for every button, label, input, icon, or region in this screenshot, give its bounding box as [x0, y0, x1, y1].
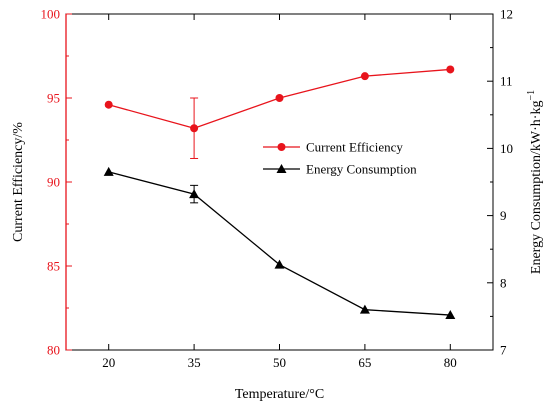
- right-axis: 7 8 9 10 11 12: [487, 7, 513, 358]
- plot-frame: [65, 13, 494, 351]
- right-y-tick-label: 7: [500, 343, 507, 358]
- right-y-axis-title-main: Energy Consumption/kW·h·kg: [529, 101, 544, 275]
- data-point: [104, 100, 113, 109]
- data-point: [190, 124, 199, 133]
- right-y-tick-label: 10: [500, 141, 513, 156]
- right-y-tick-label: 9: [500, 208, 507, 223]
- legend-label-1: Energy Consumption: [306, 162, 417, 177]
- legend-label-0: Current Efficiency: [306, 140, 403, 155]
- left-y-tick-label: 90: [47, 175, 60, 190]
- left-y-tick-label: 100: [41, 7, 61, 22]
- x-tick-label: 65: [358, 355, 371, 370]
- data-point: [103, 166, 114, 176]
- x-axis-title: Temperature/°C: [235, 387, 324, 402]
- data-point: [274, 259, 285, 269]
- x-tick-label: 35: [188, 355, 201, 370]
- x-tick-label: 20: [102, 355, 115, 370]
- legend-marker: [276, 164, 287, 173]
- legend-marker: [277, 143, 286, 151]
- data-point: [446, 65, 455, 74]
- right-y-axis-title-superscript: −1: [526, 90, 537, 101]
- data-point: [445, 310, 456, 320]
- left-axis: 80 85 90 95 100: [41, 7, 72, 358]
- right-y-tick-label: 8: [500, 275, 507, 290]
- right-y-tick-label: 11: [500, 74, 513, 89]
- legend: Current Efficiency Energy Consumption: [263, 140, 417, 177]
- right-y-axis-title: Energy Consumption/kW·h·kg−1: [526, 90, 544, 274]
- x-axis: 20 35 50 65 80: [102, 14, 457, 370]
- data-point: [360, 72, 369, 81]
- data-point: [189, 189, 200, 199]
- data-point: [275, 94, 284, 102]
- series-line-1: [108, 171, 451, 316]
- x-tick-label: 80: [444, 355, 457, 370]
- left-y-tick-label: 85: [47, 259, 60, 274]
- left-y-tick-label: 95: [47, 91, 60, 106]
- left-y-axis-title: Current Efficiency/%: [11, 122, 26, 242]
- data-point: [359, 304, 370, 314]
- x-tick-label: 50: [273, 355, 286, 370]
- right-y-tick-label: 12: [500, 7, 513, 22]
- series-layer: [103, 65, 456, 320]
- left-y-tick-label: 80: [47, 343, 60, 358]
